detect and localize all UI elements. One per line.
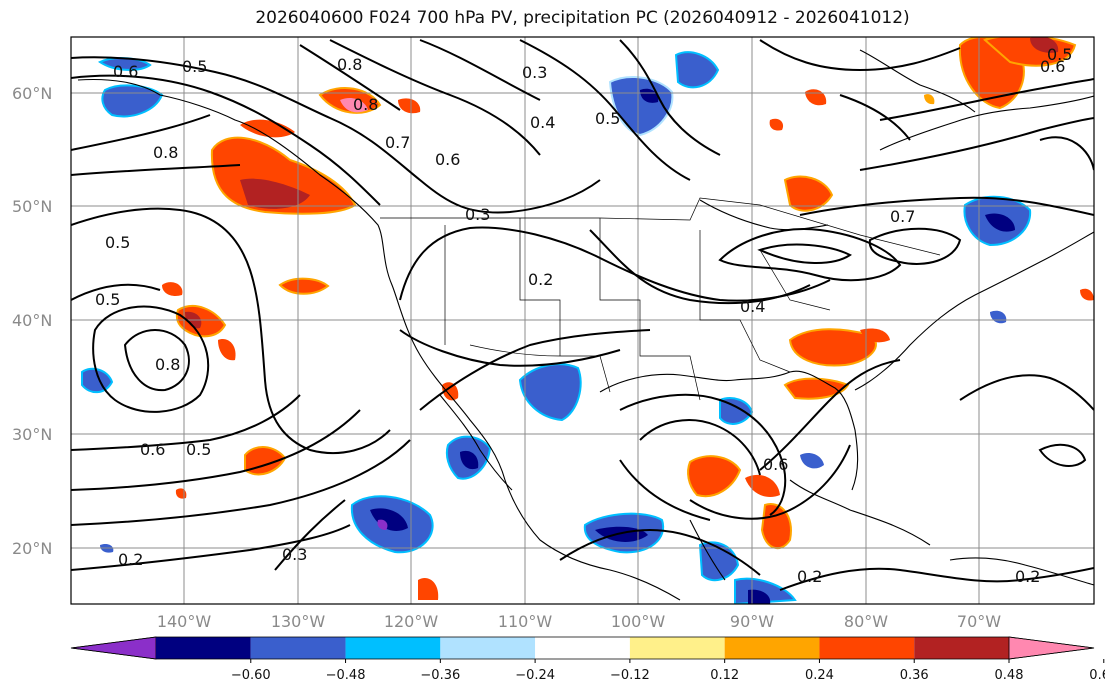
contour-label: 0.2: [797, 567, 822, 586]
colorbar-segment: [250, 637, 346, 659]
colorbar-tick-label: −0.12: [610, 668, 650, 683]
colorbar-segments: [70, 636, 1095, 660]
longitude-label: 100°W: [611, 612, 666, 631]
contour-label: 0.4: [740, 297, 765, 316]
map-gridlines: [71, 37, 1094, 604]
contour-label: 0.8: [153, 143, 178, 162]
contour-label: 0.3: [282, 545, 307, 564]
colorbar-segment: [914, 637, 1009, 659]
colorbar-segment: [629, 637, 725, 659]
longitude-label: 90°W: [730, 612, 774, 631]
latitude-label: 40°N: [12, 311, 52, 330]
colorbar-tick-label: 0.12: [710, 668, 739, 683]
longitude-label: 140°W: [157, 612, 212, 631]
contour-label: 0.5: [105, 233, 130, 252]
colorbar-segment: [819, 637, 915, 659]
colorbar-segment: [724, 637, 820, 659]
contour-label: 0.5: [1047, 45, 1072, 64]
contour-label: 0.5: [595, 109, 620, 128]
contour-label: 0.6: [1040, 57, 1065, 76]
contour-label: 0.7: [890, 207, 915, 226]
map-frame: [70, 36, 1095, 605]
colorbar-tick-label: −0.60: [231, 668, 271, 683]
colorbar-segment: [535, 637, 630, 659]
precip-positive-areas: [162, 37, 1094, 600]
map-title: 2026040600 F024 700 hPa PV, precipitatio…: [255, 8, 910, 28]
contour-label: 0.7: [385, 133, 410, 152]
colorbar-segment: [345, 637, 441, 659]
longitude-label: 110°W: [498, 612, 553, 631]
longitude-axis: 140°W 130°W 120°W 110°W 100°W 90°W 80°W …: [157, 612, 1001, 631]
precip-negative-areas: [81, 51, 1032, 604]
longitude-label: 130°W: [271, 612, 326, 631]
contour-label: 0.2: [528, 270, 553, 289]
latitude-label: 60°N: [12, 84, 52, 103]
longitude-label: 70°W: [957, 612, 1001, 631]
map-content: 0.6 0.5 0.8 0.8 0.3 0.4 0.5 0.7 0.6 0.8 …: [71, 37, 1094, 604]
colorbar-segment: [156, 637, 251, 659]
contour-label: 0.8: [337, 55, 362, 74]
colorbar-arrow-high: [1008, 636, 1095, 660]
colorbar: −0.60 −0.48 −0.36 −0.24 −0.12 0.12 0.24 0.36 0.4…: [70, 636, 1105, 683]
latitude-label: 30°N: [12, 425, 52, 444]
contour-label: 0.2: [1015, 567, 1040, 586]
contour-label: 0.6: [113, 62, 138, 81]
contour-label: 0.6: [435, 150, 460, 169]
contour-label: 0.6: [763, 455, 788, 474]
contour-label: 0.3: [522, 63, 547, 82]
contour-label: 0.5: [95, 290, 120, 309]
contour-label: 0.5: [182, 57, 207, 76]
latitude-axis: 60°N 50°N 40°N 30°N 20°N: [12, 84, 52, 558]
latitude-label: 20°N: [12, 539, 52, 558]
political-borders: [380, 197, 941, 401]
contour-labels: 0.6 0.5 0.8 0.8 0.3 0.4 0.5 0.7 0.6 0.8 …: [95, 45, 1072, 586]
colorbar-arrow-low: [70, 636, 157, 660]
colorbar-outline: [70, 636, 1095, 660]
contour-label: 0.6: [140, 440, 165, 459]
longitude-label: 80°W: [844, 612, 888, 631]
colorbar-ticks: −0.60 −0.48 −0.36 −0.24 −0.12 0.12 0.24 0.36 0.4…: [231, 659, 1105, 683]
latitude-label: 50°N: [12, 197, 52, 216]
pv-contours: [71, 39, 1094, 591]
longitude-label: 120°W: [384, 612, 439, 631]
contour-label: 0.5: [186, 440, 211, 459]
contour-label: 0.2: [118, 550, 143, 569]
colorbar-tick-label: 0.60: [1089, 668, 1105, 683]
contour-label: 0.4: [530, 113, 555, 132]
colorbar-tick-label: −0.36: [420, 668, 460, 683]
colorbar-tick-label: 0.24: [805, 668, 834, 683]
colorbar-tick-label: −0.48: [326, 668, 366, 683]
contour-label: 0.8: [353, 95, 378, 114]
colorbar-segment: [440, 637, 536, 659]
colorbar-tick-label: 0.36: [900, 668, 929, 683]
colorbar-tick-label: −0.24: [515, 668, 555, 683]
colorbar-tick-label: 0.48: [995, 668, 1024, 683]
contour-label: 0.8: [155, 355, 180, 374]
contour-label: 0.3: [465, 205, 490, 224]
